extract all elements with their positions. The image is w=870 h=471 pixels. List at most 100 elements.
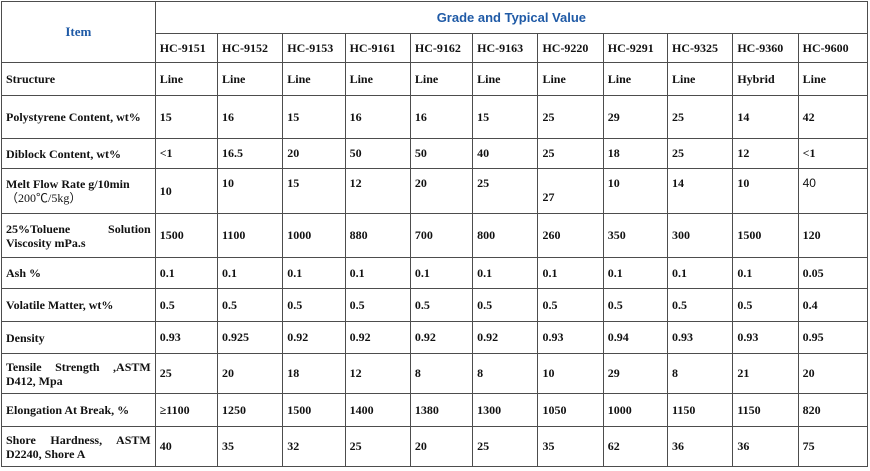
row-label-text: Ash % <box>6 266 42 280</box>
table-row: Volatile Matter, wt% 0.5 0.5 0.5 0.5 0.5 0.5 0.… <box>1 288 869 322</box>
row-label: 25%Toluene Solution Viscosity mPa.s <box>1 213 156 258</box>
table-cell: 800 <box>472 213 539 258</box>
table-cell: 20 <box>282 138 346 169</box>
table-cell: Line <box>472 62 539 96</box>
table-cell: 27 <box>537 168 604 214</box>
table-cell: 10 <box>732 168 799 214</box>
table-cell: 0.5 <box>154 288 218 322</box>
table-cell: Line <box>282 62 346 96</box>
table-cell: 15 <box>472 95 539 139</box>
table-cell: 1000 <box>602 393 669 427</box>
row-label: Shore Hardness, ASTM D2240, Shore A <box>1 426 156 467</box>
table-cell: 1400 <box>344 393 411 427</box>
grade-header-hc-9152: HC-9152 <box>216 33 284 63</box>
table-cell: 0.5 <box>732 288 799 322</box>
table-cell: Line <box>409 62 474 96</box>
table-cell: 25 <box>667 95 734 139</box>
table-cell: <1 <box>797 138 869 169</box>
table-cell: 880 <box>344 213 411 258</box>
table-cell: 1150 <box>667 393 734 427</box>
table-cell: 10 <box>602 168 669 214</box>
table-cell: 0.1 <box>344 257 411 289</box>
table-cell: 25 <box>154 353 218 394</box>
grade-header-hc-9220: HC-9220 <box>537 33 604 63</box>
grade-header-hc-9291: HC-9291 <box>602 33 669 63</box>
table-cell: 25 <box>344 426 411 467</box>
table-row: Elongation At Break, % ≥1100 1250 1500 1400 1… <box>1 393 869 427</box>
table-cell: 25 <box>537 138 604 169</box>
row-label-text: 25%Toluene Solution Viscosity mPa.s <box>6 221 151 250</box>
row-label-text: Polystyrene Content, wt% <box>6 110 141 124</box>
table-cell: 42 <box>797 95 869 139</box>
table-cell: 260 <box>537 213 604 258</box>
grade-header-hc-9163: HC-9163 <box>472 33 539 63</box>
table-row: Tensile Strength ,ASTM D412, Mpa 25 20 18 12… <box>1 353 869 394</box>
table-cell: 0.1 <box>472 257 539 289</box>
table-cell: 25 <box>667 138 734 169</box>
table-cell: 10 <box>154 168 218 214</box>
table-cell: 40 <box>797 168 869 214</box>
table-row: Shore Hardness, ASTM D2240, Shore A 40 35 3… <box>1 426 869 467</box>
table-cell: Line <box>344 62 411 96</box>
table-cell: 0.5 <box>216 288 284 322</box>
table-row: Polystyrene Content, wt% 15 16 15 16 16 15 25 29… <box>1 95 869 139</box>
table-cell: Line <box>797 62 869 96</box>
table-cell: 0.05 <box>797 257 869 289</box>
grade-header-hc-9162: HC-9162 <box>409 33 474 63</box>
table-cell: 0.94 <box>602 321 669 354</box>
table-row: Structure Line Line Line Line Line Line Line Lin… <box>1 62 869 96</box>
table-cell: 16 <box>216 95 284 139</box>
row-label: Density <box>1 321 156 354</box>
grade-header-row: HC-9151 HC-9152 HC-9153 HC-9161 HC-9162 HC-91… <box>2 33 869 63</box>
table-cell: 50 <box>344 138 411 169</box>
table-cell: 40 <box>472 138 539 169</box>
table-cell: 12 <box>344 168 411 214</box>
table-cell: 0.1 <box>602 257 669 289</box>
table-cell: 29 <box>602 353 669 394</box>
table-row: 25%Toluene Solution Viscosity mPa.s 1500 1… <box>1 213 869 258</box>
row-label-text: Elongation At Break, % <box>6 403 130 417</box>
table-cell: 29 <box>602 95 669 139</box>
table-cell: 0.92 <box>344 321 411 354</box>
table-cell: 16 <box>344 95 411 139</box>
table-cell: 1500 <box>732 213 799 258</box>
item-header: Item <box>1 1 156 63</box>
table-cell: 0.1 <box>409 257 474 289</box>
table-cell: 700 <box>409 213 474 258</box>
row-label-condition: （200℃/5kg） <box>6 191 82 205</box>
table-cell: 0.5 <box>472 288 539 322</box>
table-cell: 36 <box>732 426 799 467</box>
table-cell: 0.93 <box>732 321 799 354</box>
table-cell: 820 <box>797 393 869 427</box>
table-cell: Hybrid <box>732 62 799 96</box>
table-cell: 25 <box>537 95 604 139</box>
table-cell: 16.5 <box>216 138 284 169</box>
table-cell: 36 <box>667 426 734 467</box>
table-cell: 16 <box>409 95 474 139</box>
grade-header-hc-9600: HC-9600 <box>797 33 869 63</box>
table-cell: 1500 <box>154 213 218 258</box>
table-row: Density 0.93 0.925 0.92 0.92 0.92 0.92 0.93 0.94… <box>1 321 869 354</box>
table-cell: 15 <box>282 95 346 139</box>
table-cell: 15 <box>154 95 218 139</box>
table-cell: 12 <box>732 138 799 169</box>
table-cell: Line <box>216 62 284 96</box>
row-label-text: Tensile Strength ,ASTM D412, Mpa <box>6 359 151 388</box>
table-cell: 0.93 <box>154 321 218 354</box>
table-cell: 0.5 <box>409 288 474 322</box>
table-cell: 1150 <box>732 393 799 427</box>
table-cell: 18 <box>602 138 669 169</box>
table-cell: 0.1 <box>732 257 799 289</box>
grade-header-hc-9360: HC-9360 <box>732 33 799 63</box>
table-cell: 50 <box>409 138 474 169</box>
table-cell: 0.1 <box>282 257 346 289</box>
table-cell: 0.93 <box>537 321 604 354</box>
table-cell: 1250 <box>216 393 284 427</box>
table-cell: 0.1 <box>154 257 218 289</box>
table-cell: 10 <box>537 353 604 394</box>
table-cell: 120 <box>797 213 869 258</box>
table-cell: 0.95 <box>797 321 869 354</box>
table-cell: 62 <box>602 426 669 467</box>
row-label-text: Density <box>6 330 45 345</box>
